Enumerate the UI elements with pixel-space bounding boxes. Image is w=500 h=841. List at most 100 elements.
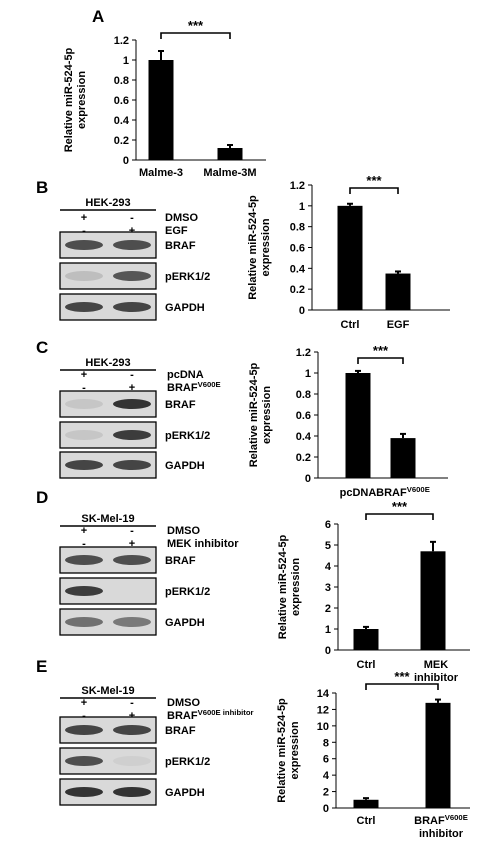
chart-c-category-label: pcDNA	[340, 487, 377, 499]
chart-d-tick-label: 0	[325, 645, 331, 657]
chart-a-tick-label: 0.2	[114, 135, 129, 147]
blot-d-treatment-mark: -	[130, 525, 134, 537]
chart-d-category-label: MEK	[424, 659, 449, 671]
chart-a-tick-label: 0	[123, 155, 129, 167]
chart-e-tick-label: 12	[317, 704, 329, 716]
chart-a-category-label: Malme-3M	[203, 167, 256, 179]
chart-a-tick-label: 1.2	[114, 35, 129, 47]
blot-b-protein-label: GAPDH	[165, 302, 205, 314]
blot-e-band	[65, 725, 103, 735]
blot-e-protein-label: pERK1/2	[165, 756, 210, 768]
blot-c-band	[65, 460, 103, 470]
chart-c-bar	[345, 373, 371, 478]
chart-b-category-label: EGF	[387, 319, 410, 331]
blot-b-protein-label: BRAF	[165, 240, 196, 252]
blot-c-protein-label: BRAF	[165, 399, 196, 411]
blot-d-band	[65, 586, 103, 596]
chart-e-significance-bracket	[365, 683, 439, 690]
chart-a-bar	[217, 148, 243, 160]
chart-a: 0 0.2 0.4 0.6 0.8 1 1.2 Malme-3 Malme-3M *** Relat…	[63, 18, 266, 179]
chart-e-tick-label: 6	[323, 754, 329, 766]
chart-d-significance-label: ***	[392, 499, 408, 514]
blot-e-band	[113, 787, 151, 797]
chart-b-significance-bracket	[349, 187, 399, 194]
blot-c-treatment-mark: +	[81, 369, 87, 381]
chart-d-tick-label: 1	[325, 624, 331, 636]
blot-c: HEK-293+ - pcDNA- + BRAFV600EBRAFpERK1/2GAPD…	[59, 357, 221, 479]
blot-d-cell-line: SK-Mel-19	[81, 513, 134, 525]
chart-d-category-label: Ctrl	[357, 659, 376, 671]
blot-b-band	[113, 240, 151, 250]
blot-c-protein-label: GAPDH	[165, 460, 205, 472]
blot-c-condition-label: pcDNA	[167, 369, 204, 381]
chart-a-bar	[148, 60, 174, 160]
chart-d-bar	[353, 629, 379, 650]
blot-c-band	[113, 430, 151, 440]
blot-b-treatment-mark: +	[129, 225, 135, 237]
chart-b-y-axis-label: Relative miR-524-5pexpression	[247, 195, 272, 300]
chart-e-tick-label: 14	[317, 688, 330, 700]
chart-a-significance-bracket	[160, 32, 231, 39]
chart-b-significance-label: ***	[366, 173, 382, 188]
chart-c-tick-label: 0.4	[296, 431, 312, 443]
chart-e-tick-label: 4	[323, 770, 330, 782]
blot-c-band	[113, 460, 151, 470]
chart-e-bar	[353, 799, 379, 808]
chart-e-category-label-line2: inhibitor	[419, 828, 464, 840]
chart-c-bar	[390, 438, 416, 478]
chart-e-tick-label: 8	[323, 737, 329, 749]
blot-b-treatment-mark: -	[82, 225, 86, 237]
blot-b-band	[113, 271, 151, 281]
blot-b-band	[65, 302, 103, 312]
chart-b-tick-label: 1.2	[290, 180, 305, 192]
chart-c: 0 0.2 0.4 0.6 0.8 1 1.2 pcDNA BRAFV600E *** Relati…	[248, 343, 448, 499]
blot-c-condition-label: BRAFV600E	[167, 380, 221, 395]
chart-c-significance-bracket	[357, 357, 404, 364]
chart-e-y-axis-label: Relative miR-524-5pexpression	[276, 698, 301, 803]
chart-a-category-label: Malme-3	[139, 167, 183, 179]
chart-d-tick-label: 6	[325, 519, 331, 531]
blot-e-condition-label: BRAFV600E inhibitor	[167, 708, 254, 723]
chart-c-tick-label: 0	[305, 473, 311, 485]
chart-b-tick-label: 0	[299, 305, 305, 317]
blot-c-treatment-mark: -	[130, 369, 134, 381]
blot-d-protein-label: BRAF	[165, 555, 196, 567]
panel-label-d: D	[36, 488, 48, 507]
blot-d-treatment-mark: -	[82, 538, 86, 550]
chart-b-tick-label: 0.6	[290, 243, 305, 255]
blot-e-protein-label: BRAF	[165, 725, 196, 737]
chart-e-tick-label: 2	[323, 787, 329, 799]
chart-b-tick-label: 1	[299, 201, 305, 213]
blot-c-band	[65, 430, 103, 440]
blot-e-treatment-mark: -	[82, 710, 86, 722]
chart-c-tick-label: 1.2	[296, 347, 311, 359]
blot-b-condition-label: EGF	[165, 225, 188, 237]
blot-e-band	[113, 725, 151, 735]
blot-c-protein-label: pERK1/2	[165, 430, 210, 442]
chart-c-significance-label: ***	[373, 343, 389, 358]
blot-e-protein-label: GAPDH	[165, 787, 205, 799]
chart-e-bar	[425, 702, 451, 808]
chart-e-category-label: BRAFV600E	[414, 813, 468, 828]
blot-d-band	[65, 555, 103, 565]
chart-c-category-label: BRAFV600E	[376, 485, 430, 500]
blot-b-band	[113, 302, 151, 312]
panel-label-c: C	[36, 338, 48, 357]
blot-d-protein-label: pERK1/2	[165, 586, 210, 598]
chart-d-y-axis-label: Relative miR-524-5pexpression	[277, 534, 302, 639]
chart-c-tick-label: 0.2	[296, 452, 311, 464]
blot-e-cell-line: SK-Mel-19	[81, 685, 134, 697]
chart-d-tick-label: 3	[325, 582, 331, 594]
panel-label-e: E	[36, 657, 47, 676]
blot-e: SK-Mel-19+ - DMSO- + BRAFV600E inhibitorBRAF…	[59, 685, 254, 806]
chart-a-tick-label: 0.4	[114, 115, 130, 127]
blot-d-condition-label: MEK inhibitor	[167, 538, 239, 550]
blot-d-treatment-mark: +	[81, 525, 87, 537]
blot-e-band	[65, 756, 103, 766]
blot-e-band	[65, 787, 103, 797]
blot-c-band	[65, 399, 103, 409]
chart-a-y-axis-label: Relative miR-524-5pexpression	[63, 47, 88, 152]
chart-d-significance-bracket	[365, 513, 434, 520]
